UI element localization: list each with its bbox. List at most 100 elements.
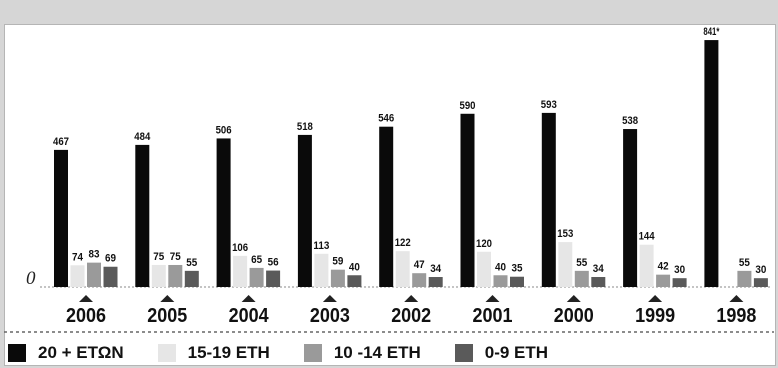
legend-label-0-9: 0-9 ΕΤΗ [484, 343, 549, 362]
value-label-0-9-2005: 55 [186, 257, 197, 269]
value-label-10-14-2000: 55 [576, 257, 587, 269]
bars-group [54, 40, 768, 288]
tick-arrow-2006 [79, 295, 93, 302]
year-labels-group: 2006 2005 2004 2003 2002 2001 2000 1999 1998 [66, 295, 756, 327]
legend-label-10-14: 10 -14 ΕΤΗ [333, 343, 421, 362]
value-label-15-19-2000: 153 [557, 228, 573, 240]
bar-0-9-2005 [184, 270, 199, 287]
value-label-10-14-1998: 55 [739, 257, 750, 269]
legend-item-10-14: 10 -14 ΕΤΗ [303, 343, 421, 363]
bar-15-19-2000 [558, 242, 573, 287]
bar-15-19-2002 [395, 251, 410, 287]
value-label-20-plus-2004: 506 [216, 124, 232, 136]
value-label-10-14-2002: 47 [414, 259, 425, 271]
value-label-10-14-2006: 83 [89, 249, 100, 261]
bar-0-9-1999 [672, 278, 687, 287]
value-label-0-9-1998: 30 [755, 264, 766, 276]
year-label-2005: 2005 [147, 305, 187, 327]
bar-15-19-2004 [233, 255, 248, 287]
bar-10-14-2002 [412, 273, 427, 287]
bar-15-19-2001 [477, 251, 491, 287]
tick-arrow-2003 [322, 295, 337, 302]
value-label-0-9-2003: 40 [349, 261, 360, 273]
year-label-2000: 2000 [554, 305, 594, 327]
value-label-15-19-1999: 144 [639, 231, 656, 243]
value-label-15-19-2001: 120 [476, 238, 492, 250]
year-label-2001: 2001 [473, 305, 513, 327]
bar-20-plus-2001 [460, 113, 475, 287]
bar-10-14-1998 [737, 270, 752, 287]
bar-10-14-1999 [656, 274, 671, 287]
value-label-0-9-2001: 35 [512, 263, 523, 275]
tick-arrow-2002 [404, 295, 419, 302]
bar-10-14-2000 [574, 270, 589, 287]
baseline-label: 0 [26, 268, 36, 289]
bar-0-9-2004 [266, 270, 281, 287]
value-label-0-9-2006: 69 [105, 253, 116, 265]
value-label-0-9-1999: 30 [674, 264, 685, 276]
bar-10-14-2005 [168, 264, 183, 287]
bar-20-plus-1998 [704, 40, 719, 288]
tick-arrow-2001 [485, 295, 500, 302]
legend-item-20-plus: 20 + ΕΤΩΝ [8, 343, 124, 363]
legend-label-20-plus: 20 + ΕΤΩΝ [38, 343, 124, 362]
bar-10-14-2006 [87, 262, 101, 287]
bar-15-19-2003 [314, 253, 329, 287]
value-label-15-19-2005: 75 [153, 251, 164, 263]
legend-swatch-20-plus [8, 344, 26, 362]
value-label-15-19-2003: 113 [313, 240, 329, 252]
value-label-10-14-2001: 40 [495, 261, 506, 273]
bar-20-plus-2003 [297, 134, 312, 287]
value-label-20-plus-2000: 593 [541, 99, 557, 111]
bar-0-9-2006 [103, 266, 118, 287]
tick-arrow-2005 [160, 295, 175, 302]
bar-20-plus-1999 [623, 129, 638, 287]
year-label-2006: 2006 [66, 305, 106, 327]
value-label-10-14-2005: 75 [170, 251, 181, 263]
legend-item-0-9: 0-9 ΕΤΗ [454, 343, 549, 363]
bar-20-plus-2002 [379, 126, 394, 287]
bar-20-plus-2004 [216, 138, 231, 287]
bar-10-14-2004 [249, 267, 264, 287]
bar-20-plus-2000 [541, 112, 556, 287]
year-label-2004: 2004 [229, 305, 270, 327]
value-label-15-19-2002: 122 [395, 237, 411, 249]
bar-15-19-2005 [151, 264, 166, 287]
value-label-10-14-2004: 65 [251, 254, 262, 266]
bar-10-14-2003 [330, 269, 345, 287]
tick-arrow-1998 [729, 295, 744, 302]
tick-arrow-2000 [566, 295, 581, 302]
value-label-10-14-1999: 42 [658, 261, 669, 273]
year-label-2003: 2003 [310, 305, 350, 327]
value-label-0-9-2000: 34 [593, 263, 605, 275]
value-label-20-plus-1999: 538 [622, 115, 638, 127]
value-label-20-plus-2003: 518 [297, 121, 313, 133]
bar-0-9-1998 [753, 278, 768, 287]
year-label-2002: 2002 [391, 305, 431, 327]
tick-arrow-2004 [241, 295, 256, 302]
bar-0-9-2003 [347, 275, 362, 287]
value-label-20-plus-1998: 841* [703, 26, 720, 38]
tick-arrow-1999 [648, 295, 663, 302]
year-label-1999: 1999 [635, 305, 675, 327]
value-label-15-19-2004: 106 [232, 242, 248, 254]
legend: 20 + ΕΤΩΝ 15-19 ΕΤΗ 10 -14 ΕΤΗ 0-9 ΕΤΗ [0, 338, 778, 368]
bar-0-9-2000 [591, 277, 606, 287]
value-label-0-9-2004: 56 [268, 257, 279, 269]
value-label-20-plus-2005: 484 [134, 131, 151, 143]
bar-20-plus-2006 [54, 149, 68, 287]
legend-label-15-19: 15-19 ΕΤΗ [187, 343, 270, 362]
bar-20-plus-2005 [135, 144, 150, 287]
legend-swatch-15-19 [157, 344, 176, 362]
bar-15-19-2006 [70, 265, 85, 287]
value-label-15-19-2006: 74 [72, 251, 84, 263]
value-label-20-plus-2006: 467 [53, 136, 69, 148]
value-label-20-plus-2001: 590 [460, 100, 476, 112]
legend-swatch-0-9 [454, 344, 473, 362]
value-label-0-9-2002: 34 [430, 263, 442, 275]
legend-swatch-10-14 [303, 344, 322, 362]
bar-10-14-2001 [493, 275, 508, 287]
year-label-1998: 1998 [716, 305, 756, 327]
